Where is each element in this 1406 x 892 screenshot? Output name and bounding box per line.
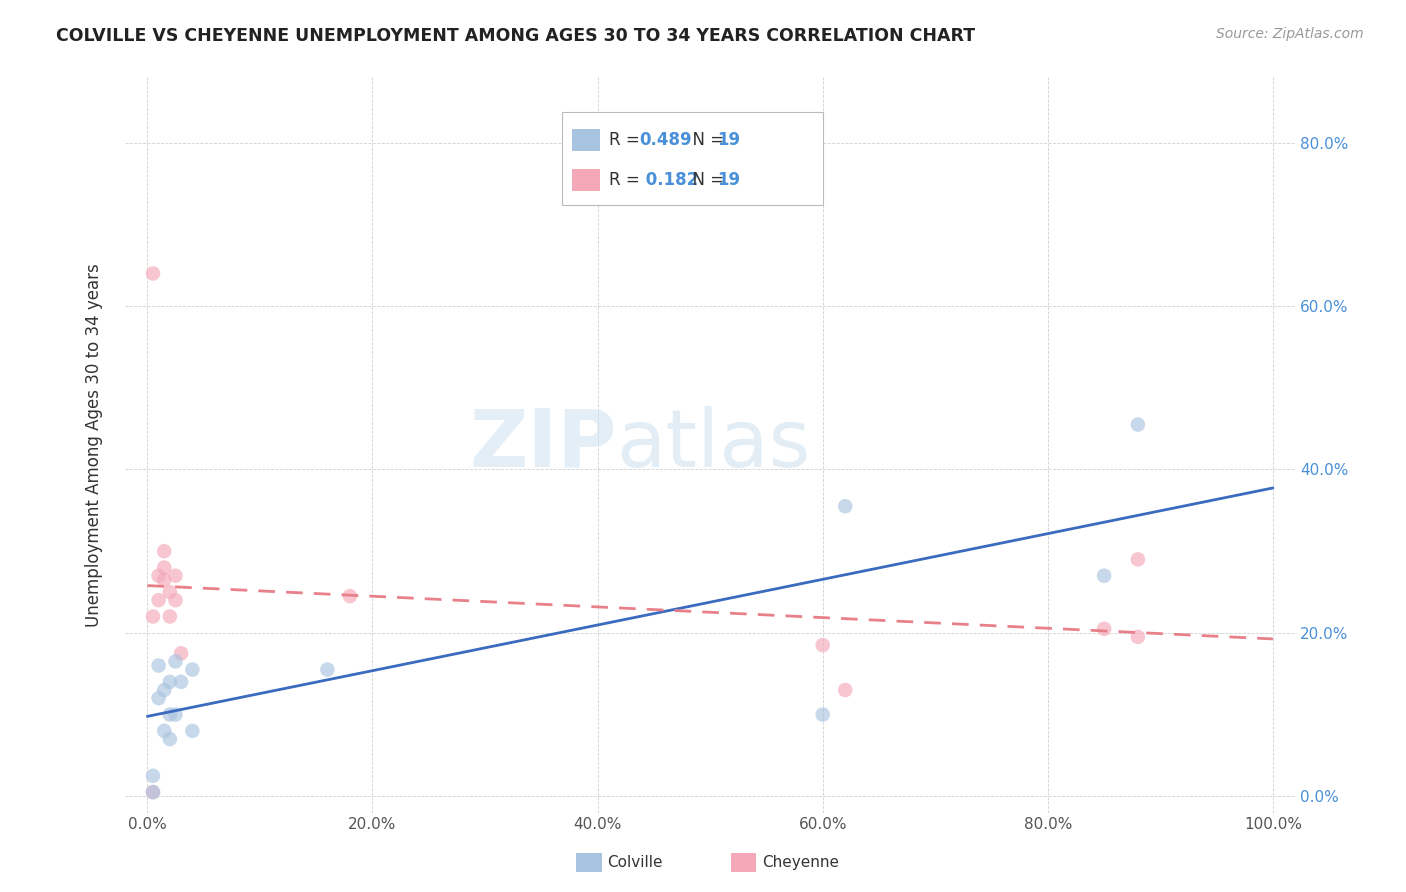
- Point: [834, 683, 856, 698]
- Text: R =: R =: [609, 131, 645, 149]
- Text: ZIP: ZIP: [470, 406, 616, 484]
- Point: [153, 560, 176, 574]
- Text: N =: N =: [682, 131, 730, 149]
- Text: COLVILLE VS CHEYENNE UNEMPLOYMENT AMONG AGES 30 TO 34 YEARS CORRELATION CHART: COLVILLE VS CHEYENNE UNEMPLOYMENT AMONG …: [56, 27, 976, 45]
- Point: [159, 609, 181, 624]
- Point: [153, 723, 176, 738]
- Point: [148, 593, 170, 607]
- Point: [181, 663, 204, 677]
- Point: [153, 573, 176, 587]
- Point: [153, 683, 176, 698]
- Y-axis label: Unemployment Among Ages 30 to 34 years: Unemployment Among Ages 30 to 34 years: [86, 263, 103, 627]
- Text: 19: 19: [717, 171, 740, 189]
- Point: [142, 609, 165, 624]
- Text: Source: ZipAtlas.com: Source: ZipAtlas.com: [1216, 27, 1364, 41]
- Point: [170, 646, 193, 660]
- Point: [165, 568, 187, 582]
- Text: 0.182: 0.182: [640, 171, 697, 189]
- Point: [142, 785, 165, 799]
- Point: [142, 785, 165, 799]
- Point: [1126, 552, 1149, 566]
- Text: Colville: Colville: [607, 855, 662, 870]
- Point: [1092, 568, 1115, 582]
- Point: [148, 691, 170, 706]
- Point: [165, 707, 187, 722]
- Point: [165, 593, 187, 607]
- Point: [811, 638, 834, 652]
- Text: 0.489: 0.489: [640, 131, 692, 149]
- Point: [159, 674, 181, 689]
- Point: [153, 544, 176, 558]
- Point: [159, 707, 181, 722]
- Point: [142, 267, 165, 281]
- Point: [159, 585, 181, 599]
- Point: [165, 655, 187, 669]
- Point: [159, 732, 181, 747]
- Point: [316, 663, 339, 677]
- Point: [1092, 622, 1115, 636]
- Point: [148, 658, 170, 673]
- Point: [834, 500, 856, 514]
- Text: Cheyenne: Cheyenne: [762, 855, 839, 870]
- Text: 19: 19: [717, 131, 740, 149]
- Point: [142, 769, 165, 783]
- Text: R =: R =: [609, 171, 645, 189]
- Point: [339, 589, 361, 603]
- Point: [811, 707, 834, 722]
- Point: [170, 674, 193, 689]
- Point: [181, 723, 204, 738]
- Text: atlas: atlas: [616, 406, 811, 484]
- Point: [148, 568, 170, 582]
- Text: N =: N =: [682, 171, 730, 189]
- Point: [1126, 417, 1149, 432]
- Point: [1126, 630, 1149, 644]
